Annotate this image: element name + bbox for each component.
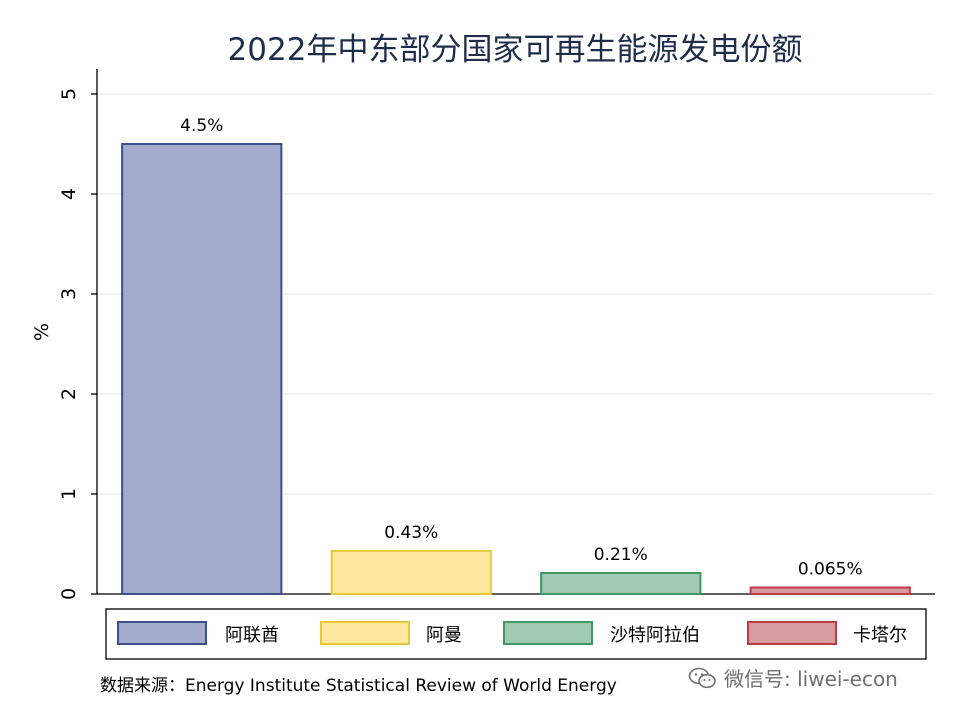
y-tick-label-2: 2 [58,388,80,400]
y-tick-label-5: 5 [58,88,80,100]
watermark: 微信号: liwei-econ [688,663,898,692]
legend-label-2: 阿曼 [426,625,462,646]
watermark-text: 微信号: liwei-econ [724,667,898,691]
legend-swatch-1 [117,621,207,645]
y-tick-label-0: 0 [58,588,80,600]
data-label-4: 0.065% [798,560,863,580]
legend-label-1: 阿联酋 [225,625,279,646]
bars: 4.5% 0.43% 0.21% 0.065% [121,116,911,595]
bar-4 [749,586,911,595]
legend-label-4: 卡塔尔 [853,625,907,646]
legend: 阿联酋 阿曼 沙特阿拉伯 卡塔尔 [105,608,927,660]
wechat-icon [688,667,716,688]
y-axis-label: % [31,323,53,341]
data-label-3: 0.21% [594,545,648,565]
legend-swatch-2 [320,621,410,645]
y-tick-label-3: 3 [58,288,80,300]
legend-swatch-3 [503,621,593,645]
chart-title: 2022年中东部分国家可再生能源发电份额 [228,32,803,68]
data-label-2: 0.43% [384,523,438,543]
bar-1 [121,143,283,595]
legend-label-3: 沙特阿拉伯 [610,625,700,646]
data-label-1: 4.5% [180,116,223,136]
legend-swatch-4 [747,621,837,645]
y-tick-label-4: 4 [58,188,80,200]
bar-2 [330,550,492,595]
bar-3 [540,572,702,595]
source-note: 数据来源：Energy Institute Statistical Review… [100,676,617,696]
y-tick-label-1: 1 [58,488,80,500]
